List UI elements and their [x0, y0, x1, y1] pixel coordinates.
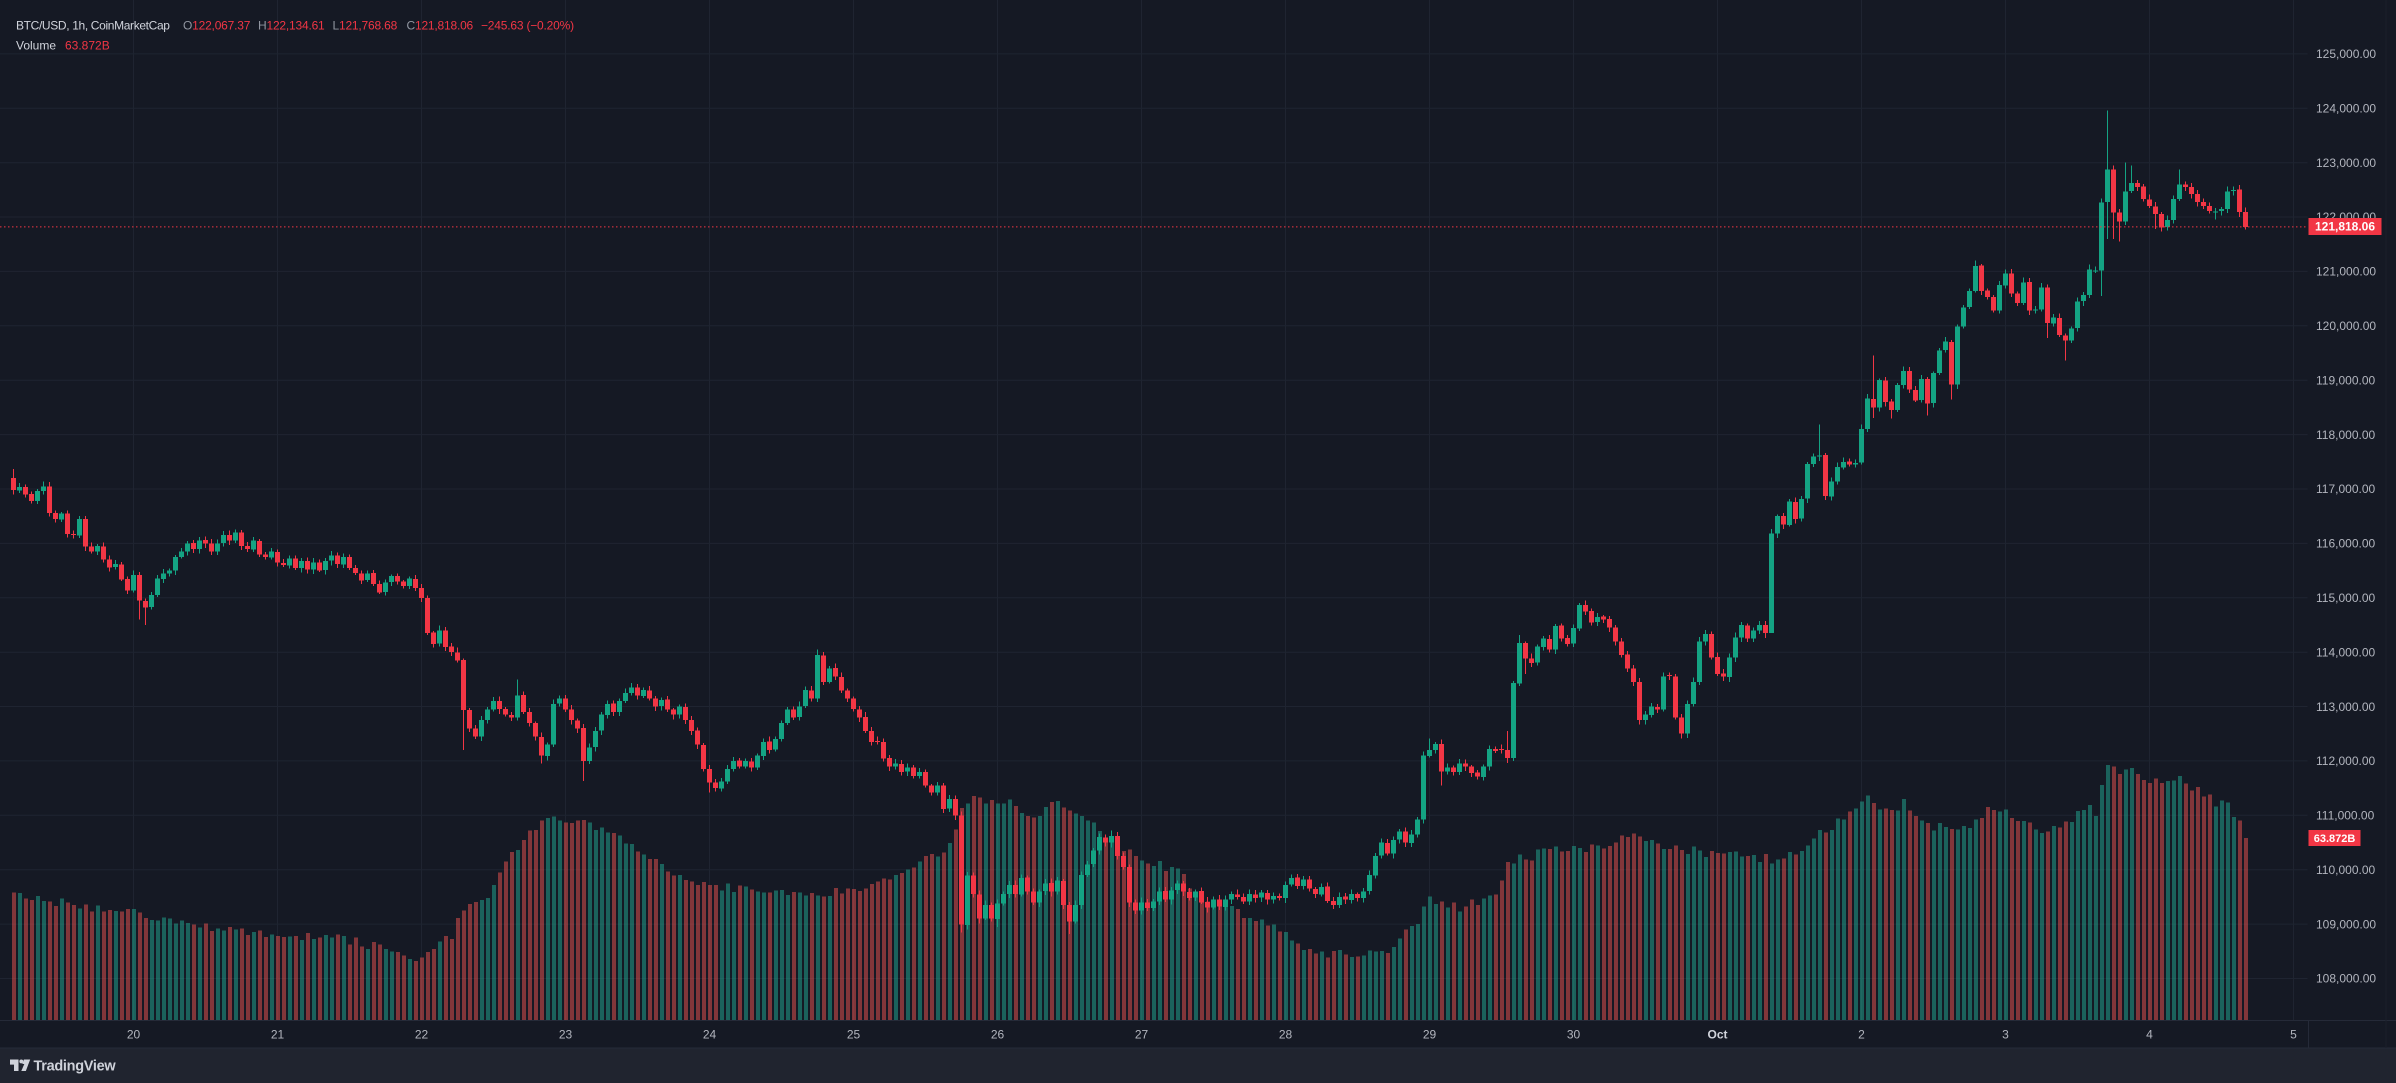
svg-text:115,000.00: 115,000.00 — [2316, 591, 2375, 605]
svg-text:4: 4 — [2146, 1028, 2153, 1042]
svg-text:Volume: Volume — [16, 39, 56, 53]
svg-text:BTC/USD, 1h, CoinMarketCap: BTC/USD, 1h, CoinMarketCap — [16, 19, 170, 33]
svg-text:27: 27 — [1135, 1028, 1149, 1042]
svg-text:28: 28 — [1279, 1028, 1293, 1042]
svg-text:26: 26 — [991, 1028, 1005, 1042]
svg-text:23: 23 — [559, 1028, 573, 1042]
svg-text:123,000.00: 123,000.00 — [2316, 156, 2376, 170]
svg-text:22: 22 — [415, 1028, 429, 1042]
svg-text:116,000.00: 116,000.00 — [2316, 537, 2375, 551]
svg-text:63.872B: 63.872B — [65, 39, 110, 53]
svg-text:TradingView: TradingView — [34, 1059, 117, 1075]
svg-text:113,000.00: 113,000.00 — [2316, 700, 2375, 714]
svg-text:24: 24 — [703, 1028, 717, 1042]
svg-text:108,000.00: 108,000.00 — [2316, 972, 2376, 986]
svg-text:121,000.00: 121,000.00 — [2316, 265, 2376, 279]
svg-text:121,818.06: 121,818.06 — [2315, 220, 2375, 234]
svg-text:110,000.00: 110,000.00 — [2316, 863, 2375, 877]
svg-text:2: 2 — [1858, 1028, 1865, 1042]
svg-text:3: 3 — [2002, 1028, 2009, 1042]
svg-text:120,000.00: 120,000.00 — [2316, 319, 2376, 333]
svg-text:O122,067.37: O122,067.37 — [183, 19, 251, 33]
svg-text:109,000.00: 109,000.00 — [2316, 917, 2376, 931]
svg-text:Oct: Oct — [1707, 1028, 1727, 1042]
svg-text:117,000.00: 117,000.00 — [2316, 482, 2375, 496]
svg-text:119,000.00: 119,000.00 — [2316, 373, 2375, 387]
svg-text:125,000.00: 125,000.00 — [2316, 47, 2376, 61]
svg-text:111,000.00: 111,000.00 — [2316, 809, 2375, 823]
svg-text:21: 21 — [271, 1028, 285, 1042]
svg-text:20: 20 — [127, 1028, 141, 1042]
svg-text:63.872B: 63.872B — [2314, 833, 2356, 845]
svg-text:118,000.00: 118,000.00 — [2316, 428, 2375, 442]
svg-text:114,000.00: 114,000.00 — [2316, 645, 2375, 659]
svg-text:112,000.00: 112,000.00 — [2316, 754, 2375, 768]
svg-text:H122,134.61: H122,134.61 — [258, 19, 325, 33]
svg-text:124,000.00: 124,000.00 — [2316, 102, 2376, 116]
svg-text:C121,818.06: C121,818.06 — [407, 19, 474, 33]
svg-text:L121,768.68: L121,768.68 — [333, 19, 398, 33]
svg-text:25: 25 — [847, 1028, 861, 1042]
svg-text:5: 5 — [2290, 1028, 2297, 1042]
svg-text:−245.63 (−0.20%): −245.63 (−0.20%) — [481, 19, 574, 33]
svg-text:30: 30 — [1567, 1028, 1581, 1042]
svg-text:29: 29 — [1423, 1028, 1437, 1042]
